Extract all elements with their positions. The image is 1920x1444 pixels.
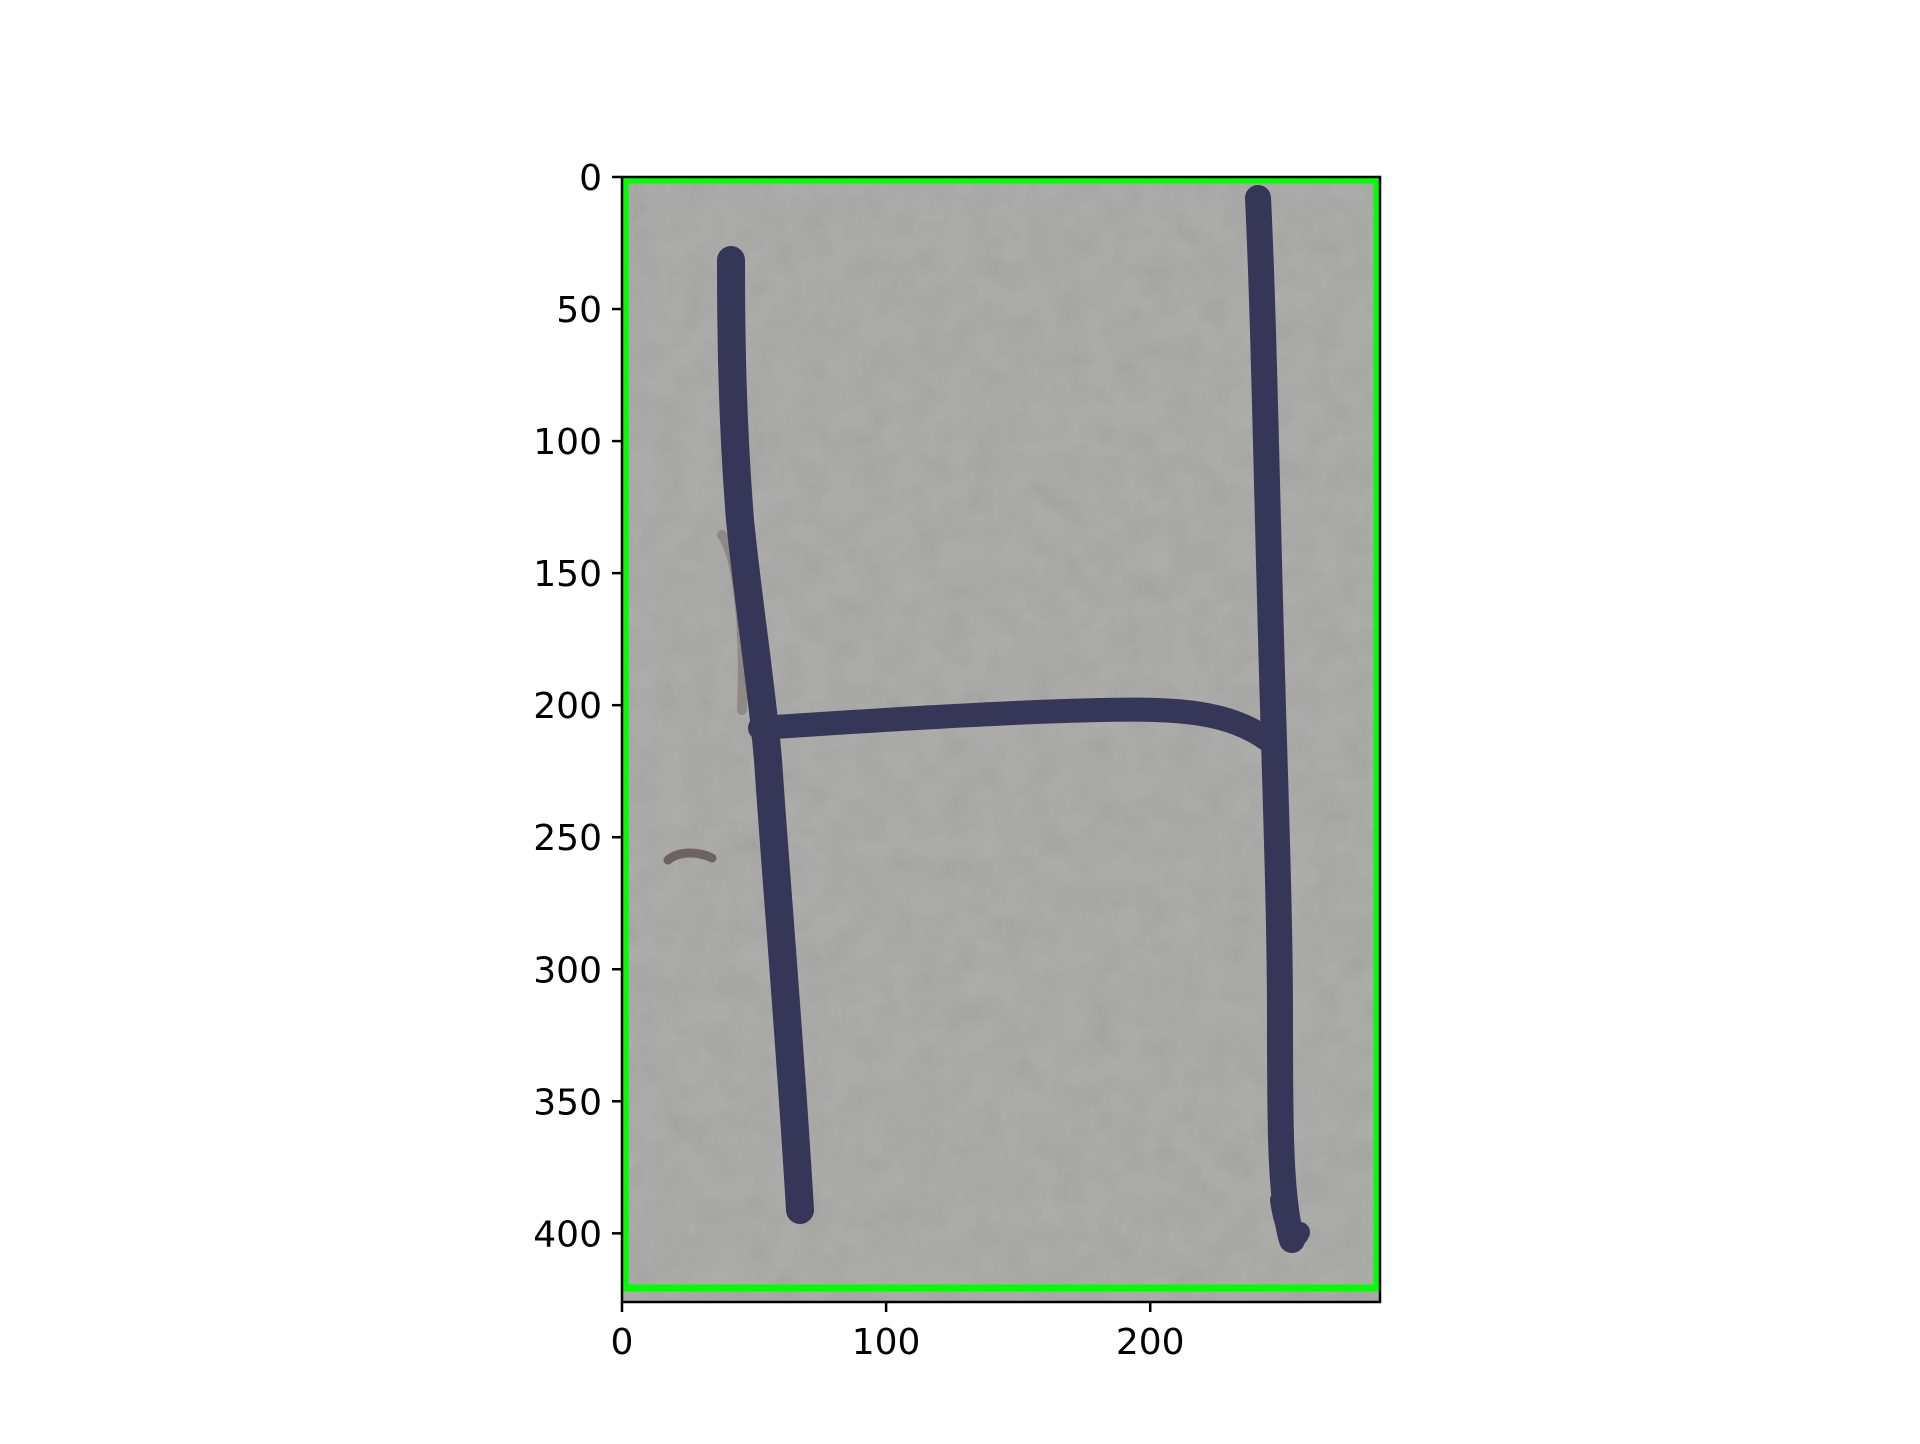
x-axis: 0 100 200 xyxy=(611,1302,1185,1363)
y-tick-label: 250 xyxy=(533,818,602,859)
y-tick-label: 50 xyxy=(556,290,602,331)
h-right-stroke xyxy=(1245,185,1305,1253)
y-tick-label: 100 xyxy=(533,422,602,463)
y-axis: 0 50 100 150 200 250 300 350 400 xyxy=(533,158,622,1255)
axes-frame xyxy=(620,175,1382,1304)
x-tick-label: 0 xyxy=(611,1322,634,1363)
h-crossbar xyxy=(748,697,1280,752)
y-tick-label: 300 xyxy=(533,950,602,991)
y-tick-label: 400 xyxy=(533,1214,602,1255)
y-tick-label: 0 xyxy=(579,158,602,199)
y-tick-label: 150 xyxy=(533,554,602,595)
h-right-foot xyxy=(1270,1190,1310,1248)
y-tick-label: 350 xyxy=(533,1082,602,1123)
y-tick-label: 200 xyxy=(533,686,602,727)
x-tick-label: 200 xyxy=(1116,1322,1185,1363)
h-left-stroke xyxy=(717,246,814,1224)
letter-h xyxy=(717,185,1310,1253)
x-tick-label: 100 xyxy=(852,1322,921,1363)
bounding-box xyxy=(621,176,1381,1292)
ink-smudge xyxy=(663,848,717,865)
